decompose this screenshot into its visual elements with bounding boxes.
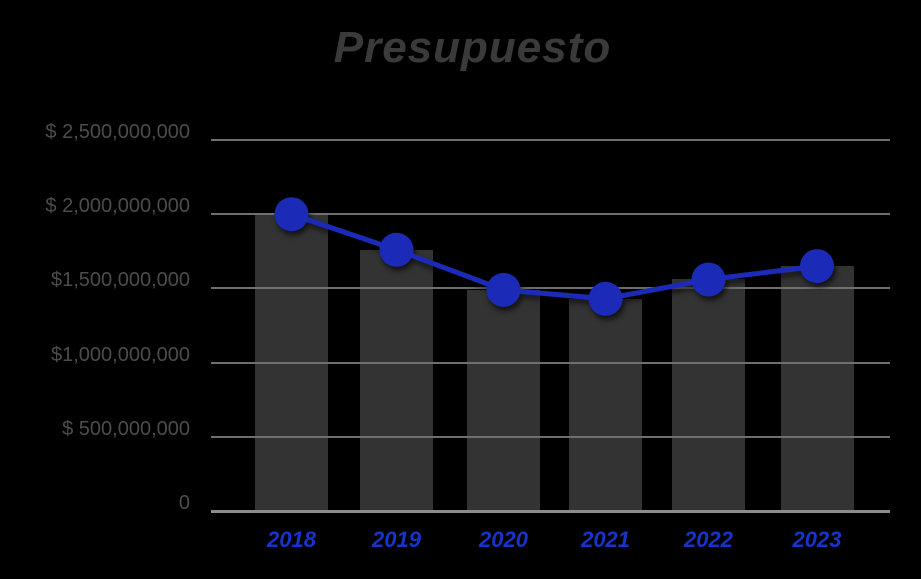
bar-2020 <box>467 289 540 511</box>
data-point-2023 <box>800 249 834 284</box>
x-axis-label-2020: 2020 <box>479 527 528 552</box>
y-axis-label: $ 500,000,000 <box>62 417 190 440</box>
gridline <box>211 435 890 438</box>
data-point-2020 <box>486 272 521 307</box>
x-axis-label-2023: 2023 <box>792 527 842 552</box>
grid-layer <box>211 139 890 513</box>
x-axis-label-2022: 2022 <box>684 527 733 552</box>
chart-title: Presupuesto <box>333 23 612 72</box>
plot-area <box>211 139 890 513</box>
x-axis-label-2019: 2019 <box>372 527 421 552</box>
data-point-2019 <box>379 232 414 267</box>
data-point-2022 <box>691 262 726 297</box>
data-point-2021 <box>588 281 623 316</box>
data-point-2018 <box>274 197 309 232</box>
line-series <box>274 197 834 316</box>
x-axis-label-2021: 2021 <box>581 527 631 552</box>
x-axis-line <box>211 509 890 513</box>
y-axis-label: $1,000,000,000 <box>50 343 190 366</box>
gridline <box>211 287 890 290</box>
y-axis-label: $ 2,000,000,000 <box>45 195 190 218</box>
y-axis-label: 0 <box>178 492 190 514</box>
y-axis-label: $1,500,000,000 <box>50 269 190 292</box>
x-axis-label-2018: 2018 <box>267 527 316 552</box>
series-line <box>290 211 818 302</box>
bar-2019 <box>360 249 433 511</box>
gridline <box>211 361 890 364</box>
bar-2023 <box>780 266 854 511</box>
bar-2022 <box>672 279 745 511</box>
y-axis-label: $ 2,500,000,000 <box>45 121 190 143</box>
gridline <box>211 213 890 216</box>
gridline <box>211 139 890 141</box>
bar-2021 <box>569 298 643 511</box>
